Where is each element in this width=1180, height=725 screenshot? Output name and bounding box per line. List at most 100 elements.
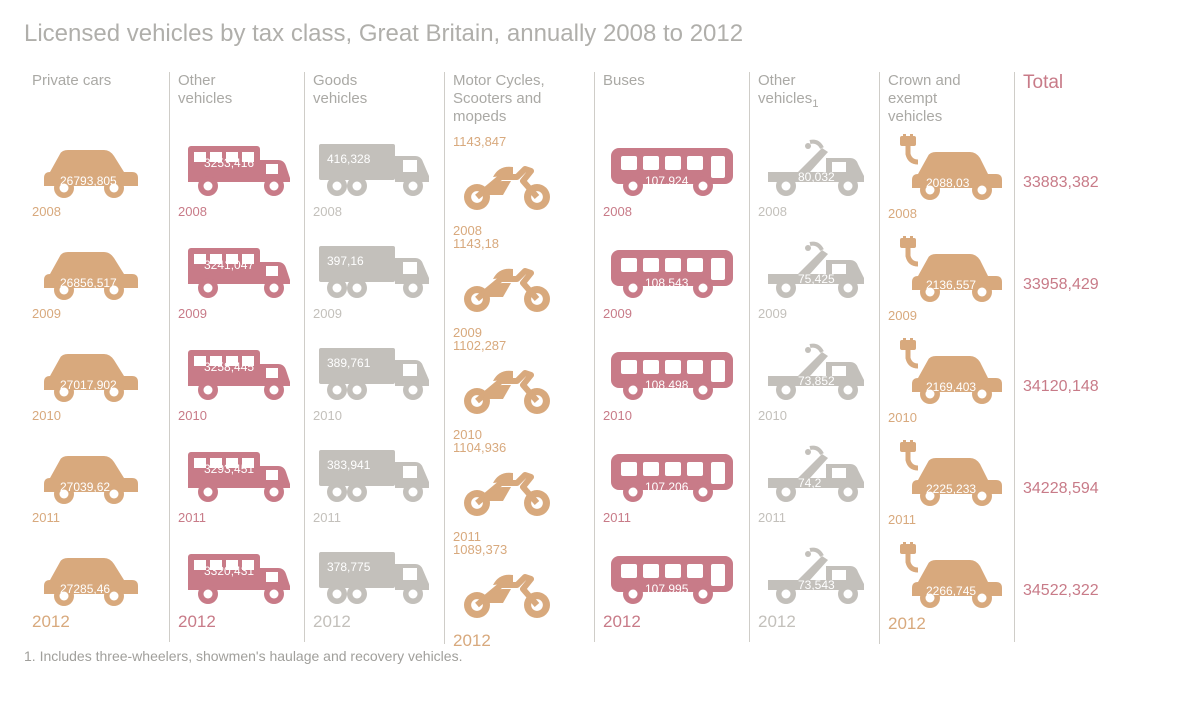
- data-cell: 73,5432012: [758, 540, 871, 642]
- column-header: Motor Cycles,Scooters andmopeds: [453, 72, 586, 134]
- data-cell: 107,9242008: [603, 132, 741, 234]
- cell-year: 2011: [888, 512, 1006, 527]
- data-cell: 107,2062011: [603, 438, 741, 540]
- cell-year: 2010: [32, 408, 161, 423]
- tow-icon: 74,2: [758, 438, 878, 508]
- data-cell: 2169,403 2010: [888, 338, 1006, 440]
- data-cell: 75,425 2009: [758, 234, 871, 336]
- cell-value: 74,2: [798, 476, 821, 490]
- column-other_vehicles_1: Othervehicles1 80,0322008 75,4252009 73,…: [749, 72, 879, 642]
- cell-year: 2010: [603, 408, 741, 423]
- cell-value: 3320,431: [204, 564, 254, 578]
- cell-value: 3253,416: [204, 156, 254, 170]
- data-cell: 416,3282008: [313, 132, 436, 234]
- data-cell: 3293,4512011: [178, 438, 296, 540]
- column-motorcycles: Motor Cycles,Scooters andmopeds1143,847 …: [444, 72, 594, 644]
- cell-value: 383,941: [327, 458, 370, 472]
- cell-value: 1143,847: [453, 134, 586, 149]
- cell-year: 2011: [603, 510, 741, 525]
- column-goods_vehicles: Goodsvehicles 416,3282008 397,162009 389…: [304, 72, 444, 642]
- cell-year: 2011: [758, 510, 871, 525]
- tow-icon: 80,032: [758, 132, 878, 202]
- cell-value: 3241,047: [204, 258, 254, 272]
- cell-year: 2012: [313, 612, 436, 632]
- lorry-icon: 389,761: [313, 336, 433, 406]
- cell-value: 3258,445: [204, 360, 254, 374]
- cell-value: 26856,517: [60, 276, 117, 290]
- cell-value: 27285,46: [60, 582, 110, 596]
- lorry-icon: 397,16: [313, 234, 433, 304]
- cell-year: 2009: [758, 306, 871, 321]
- data-cell: 1102,287 2010: [453, 338, 586, 440]
- cell-value: 1104,936: [453, 440, 586, 455]
- cell-value: 397,16: [327, 254, 364, 268]
- bus-icon: 108,543: [603, 234, 723, 304]
- total-cell: 34522,322: [1023, 540, 1116, 642]
- cell-year: 2010: [758, 408, 871, 423]
- data-cell: 73,852 2010: [758, 336, 871, 438]
- car-icon: 27285,46: [32, 540, 152, 610]
- cell-value: 108,543: [645, 276, 688, 290]
- column-crown_exempt: Crown andexemptvehicles 2088,032008 2136…: [879, 72, 1014, 644]
- cell-year: 2009: [603, 306, 741, 321]
- car-icon: 27017,902: [32, 336, 152, 406]
- ecar-icon: 2225,233: [888, 440, 1008, 510]
- van-icon: 3258,445: [178, 336, 298, 406]
- column-header: Goodsvehicles: [313, 72, 436, 132]
- car-icon: 26793,805: [32, 132, 152, 202]
- cell-value: 80,032: [798, 170, 835, 184]
- cell-year: 2010: [888, 410, 1006, 425]
- bus-icon: 107,995: [603, 540, 723, 610]
- total-cell: 34228,594: [1023, 438, 1116, 540]
- column-private_cars: Private cars 26793,8052008 26856,5172009…: [24, 72, 169, 642]
- data-cell: 3241,047 2009: [178, 234, 296, 336]
- lorry-icon: 416,328: [313, 132, 433, 202]
- cell-year: 2012: [178, 612, 296, 632]
- total-cell: 33883,382: [1023, 132, 1116, 234]
- car-icon: 27039,62: [32, 438, 152, 508]
- ecar-icon: 2169,403: [888, 338, 1008, 408]
- cell-year: 2011: [313, 510, 436, 525]
- data-cell: 2225,233 2011: [888, 440, 1006, 542]
- column-header: Othervehicles: [178, 72, 296, 132]
- cell-year: 2008: [32, 204, 161, 219]
- data-cell: 389,7612010: [313, 336, 436, 438]
- data-cell: 27285,46 2012: [32, 540, 161, 642]
- data-cell: 1143,18 2009: [453, 236, 586, 338]
- data-cell: 2088,032008: [888, 134, 1006, 236]
- cell-value: 27039,62: [60, 480, 110, 494]
- tow-icon: 73,543: [758, 540, 878, 610]
- data-cell: 80,032 2008: [758, 132, 871, 234]
- cell-value: 2266,745: [926, 584, 976, 598]
- cell-year: 2009: [888, 308, 1006, 323]
- van-icon: 3241,047: [178, 234, 298, 304]
- cell-year: 2012: [603, 612, 741, 632]
- cell-value: 73,852: [798, 374, 835, 388]
- data-cell: 2136,5572009: [888, 236, 1006, 338]
- cell-value: 2225,233: [926, 482, 976, 496]
- cell-year: 2009: [32, 306, 161, 321]
- tow-icon: 73,852: [758, 336, 878, 406]
- cell-year: 2012: [32, 612, 161, 632]
- cell-value: 107,924: [645, 174, 688, 188]
- data-cell: 1089,373 2012: [453, 542, 586, 644]
- cell-value: 107,995: [645, 582, 688, 596]
- van-icon: 3253,416: [178, 132, 298, 202]
- cell-value: 75,425: [798, 272, 835, 286]
- cell-value: 73,543: [798, 578, 835, 592]
- column-buses: Buses 107,9242008 108,5432009 108,498201…: [594, 72, 749, 642]
- total-value: 34120,148: [1023, 336, 1116, 438]
- cell-year: 2010: [178, 408, 296, 423]
- cell-year: 2009: [178, 306, 296, 321]
- cell-year: 2008: [758, 204, 871, 219]
- moto-icon: [453, 151, 573, 221]
- data-cell: 378,7752012: [313, 540, 436, 642]
- data-cell: 107,995 2012: [603, 540, 741, 642]
- ecar-icon: 2266,745: [888, 542, 1008, 612]
- cell-value: 3293,451: [204, 462, 254, 476]
- lorry-icon: 378,775: [313, 540, 433, 610]
- data-cell: 108,543 2009: [603, 234, 741, 336]
- cell-value: 1102,287: [453, 338, 586, 353]
- total-value: 33883,382: [1023, 132, 1116, 234]
- cell-value: 27017,902: [60, 378, 117, 392]
